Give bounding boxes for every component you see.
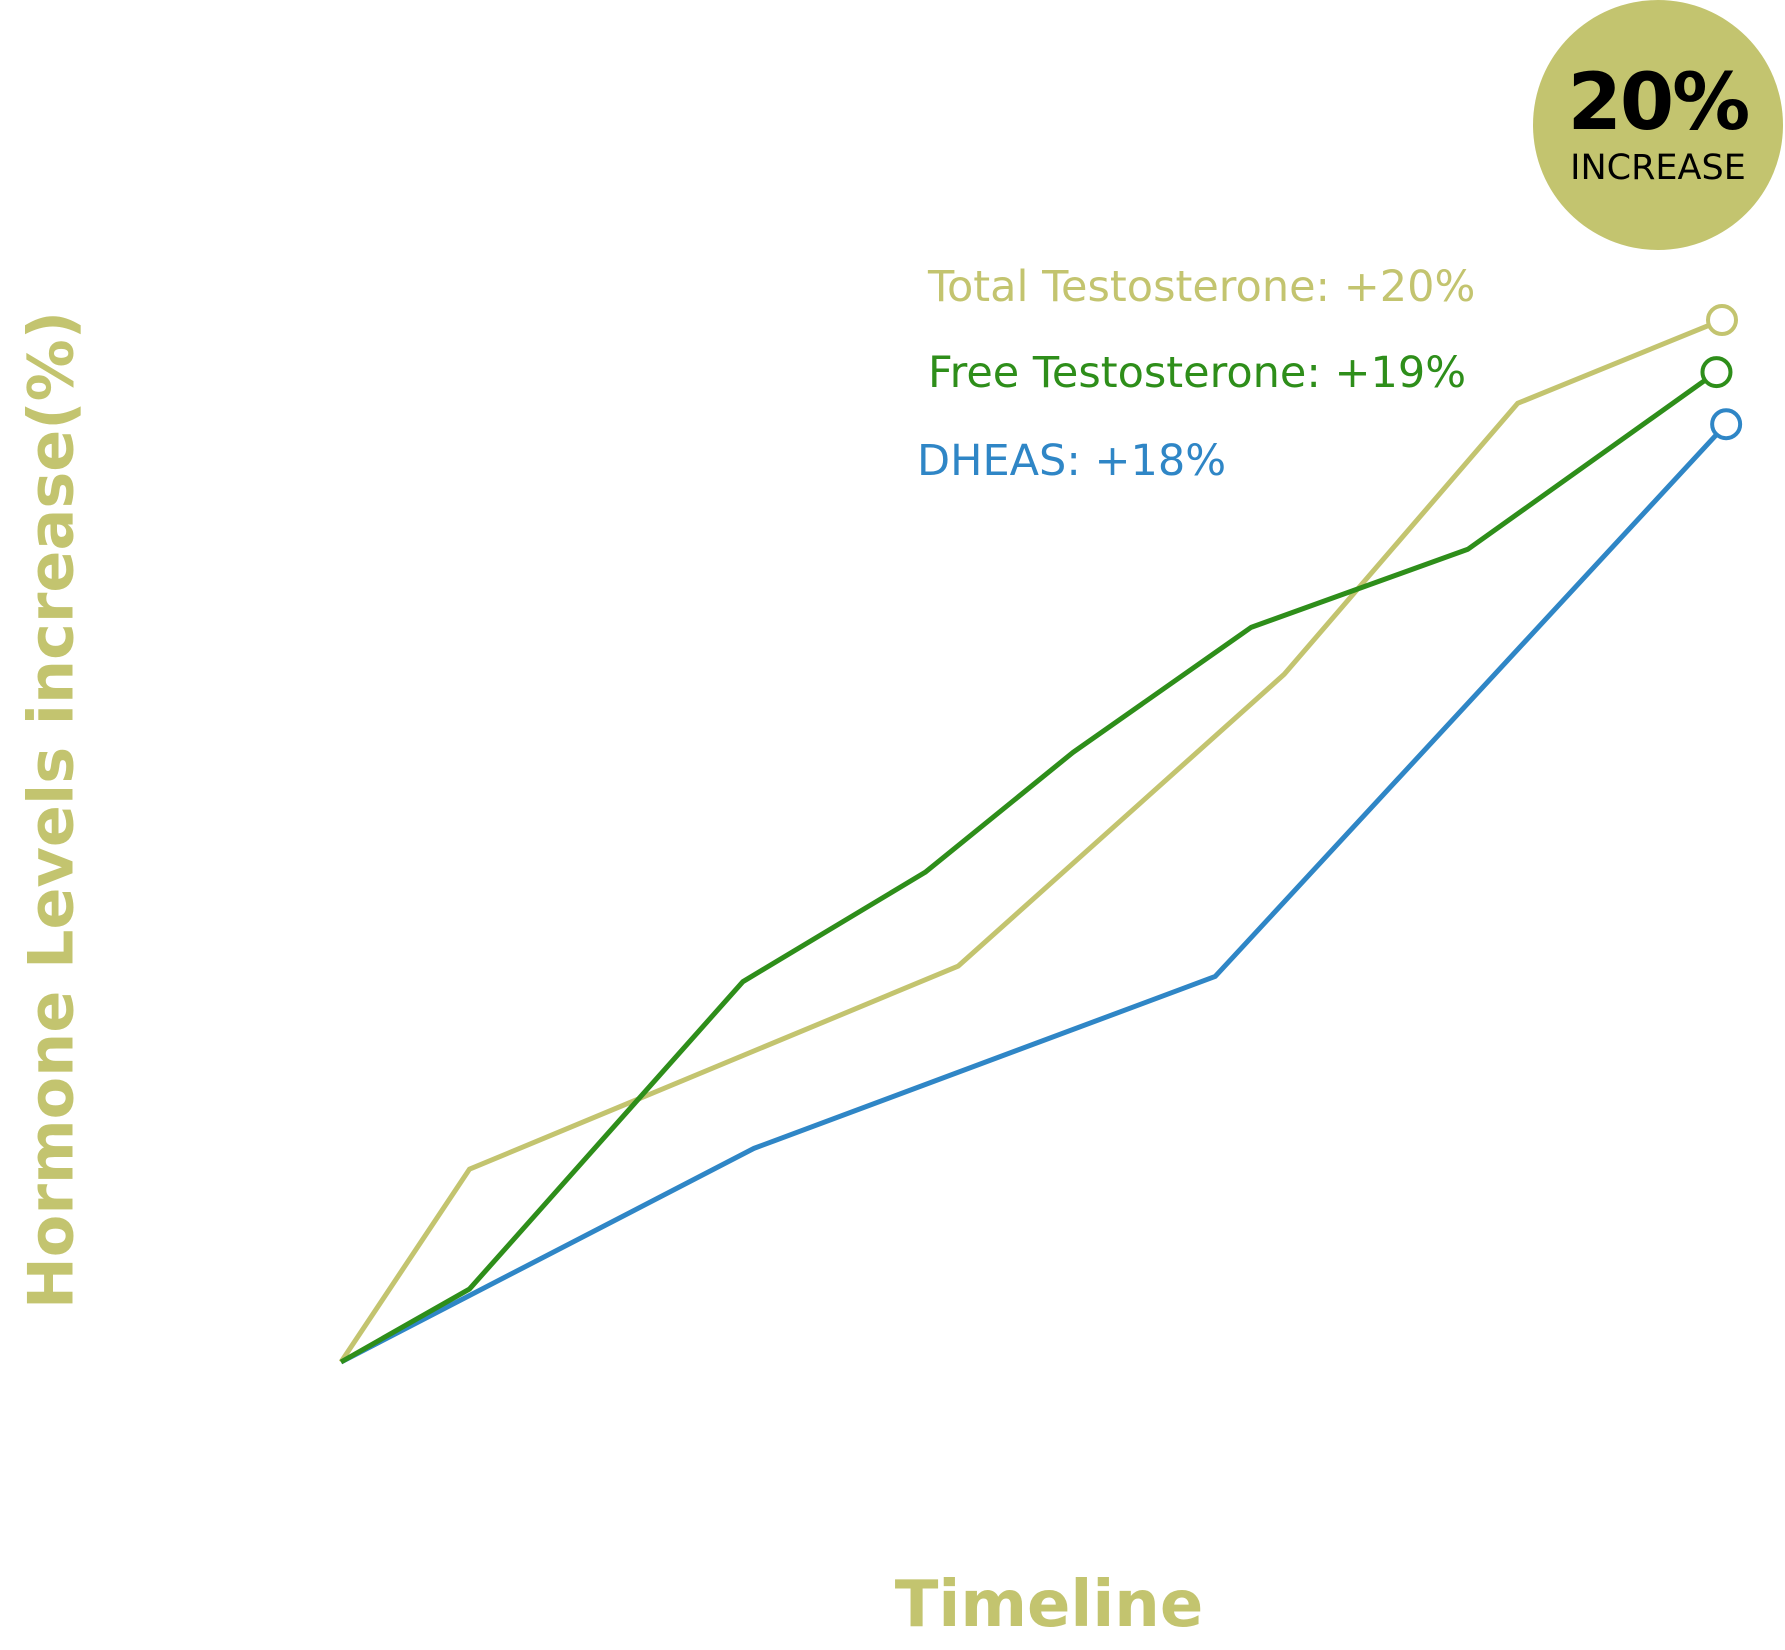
series-line-total-testosterone: [338, 322, 1710, 1364]
series-line-free-testosterone: [339, 378, 1707, 1365]
increase-badge: 20% INCREASE: [1533, 0, 1783, 250]
badge-text: INCREASE: [1570, 148, 1746, 188]
legend-total-testosterone: Total Testosterone: +20%: [928, 262, 1476, 312]
end-point-free-testosterone: [1700, 356, 1733, 389]
series-line-dheas: [339, 432, 1719, 1365]
legend-free-testosterone: Free Testosterone: +19%: [928, 348, 1467, 398]
legend-dheas: DHEAS: +18%: [917, 436, 1227, 486]
x-axis-label: Timeline: [894, 1568, 1204, 1642]
badge-value: 20%: [1567, 58, 1751, 148]
y-axis-label: Hormone Levels increase(%): [14, 310, 88, 1310]
end-point-total-testosterone: [1706, 304, 1738, 336]
end-point-dheas: [1710, 408, 1743, 441]
